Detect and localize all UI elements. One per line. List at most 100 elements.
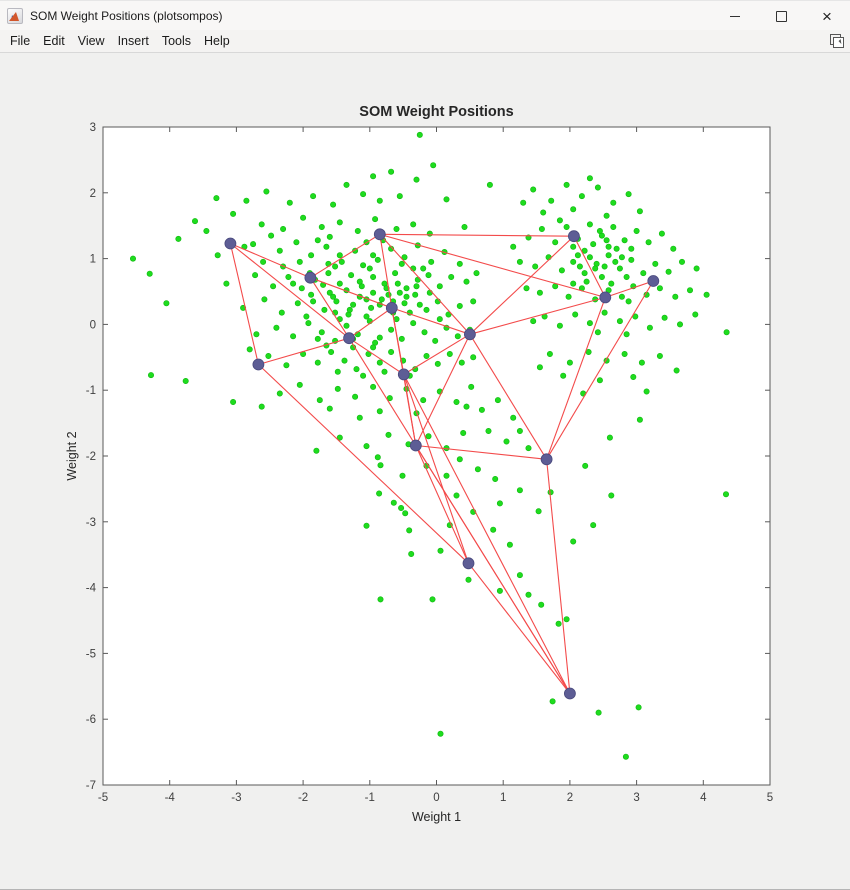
data-point xyxy=(563,181,570,188)
x-tick-label: 0 xyxy=(433,792,439,804)
close-icon: × xyxy=(822,6,832,26)
data-point xyxy=(429,596,436,603)
data-point xyxy=(606,434,613,441)
data-point xyxy=(625,191,632,198)
data-point xyxy=(408,550,415,557)
data-point xyxy=(261,296,268,303)
data-point xyxy=(621,350,628,357)
data-point xyxy=(453,398,460,405)
data-point xyxy=(403,285,410,292)
axes-box xyxy=(102,126,771,786)
matlab-logo-orange-shape xyxy=(9,12,21,21)
data-point xyxy=(586,221,593,228)
menu-edit[interactable]: Edit xyxy=(43,34,65,48)
som-neuron-marker xyxy=(224,237,237,250)
window-title: SOM Weight Positions (plotsompos) xyxy=(30,9,223,23)
dock-figure-icon[interactable] xyxy=(828,34,844,48)
data-point xyxy=(253,331,260,338)
data-point xyxy=(722,491,729,498)
data-point xyxy=(586,254,593,261)
data-point xyxy=(336,219,343,226)
data-point xyxy=(536,364,543,371)
minimize-button[interactable] xyxy=(712,1,758,31)
data-point xyxy=(693,265,700,272)
window-controls: × xyxy=(712,1,850,31)
data-point xyxy=(182,377,189,384)
data-point xyxy=(621,237,628,244)
data-point xyxy=(434,360,441,367)
data-point xyxy=(465,576,472,583)
data-point xyxy=(363,443,370,450)
data-point xyxy=(638,359,645,366)
data-point xyxy=(412,291,419,298)
data-point xyxy=(374,454,381,461)
data-point xyxy=(453,492,460,499)
data-point xyxy=(623,331,630,338)
data-point xyxy=(628,256,635,263)
data-point xyxy=(175,235,182,242)
data-point xyxy=(321,306,328,313)
data-point xyxy=(546,350,553,357)
data-point xyxy=(456,303,463,310)
data-point xyxy=(385,431,392,438)
data-point xyxy=(192,218,199,225)
data-point xyxy=(470,298,477,305)
close-button[interactable]: × xyxy=(804,1,850,31)
maximize-button[interactable] xyxy=(758,1,804,31)
y-tick-label: -3 xyxy=(86,517,96,529)
data-point xyxy=(432,337,439,344)
data-point xyxy=(616,265,623,272)
x-tick-label: -3 xyxy=(231,792,241,804)
data-point xyxy=(386,395,393,402)
data-point xyxy=(376,490,383,497)
som-connection-line xyxy=(230,242,311,279)
data-point xyxy=(658,230,665,237)
data-point xyxy=(268,232,275,239)
data-point xyxy=(428,258,435,265)
data-point xyxy=(436,316,443,323)
som-neuron-marker xyxy=(397,368,410,381)
data-point xyxy=(326,289,333,296)
data-point xyxy=(545,254,552,261)
data-point xyxy=(494,397,501,404)
data-point xyxy=(530,318,537,325)
data-point xyxy=(516,427,523,434)
data-point xyxy=(300,214,307,221)
data-point xyxy=(263,188,270,195)
menu-tools[interactable]: Tools xyxy=(161,34,192,48)
data-point xyxy=(296,381,303,388)
menu-help[interactable]: Help xyxy=(204,34,230,48)
data-point xyxy=(203,228,210,235)
data-point xyxy=(485,427,492,434)
data-point xyxy=(490,526,497,533)
y-tick-label: 0 xyxy=(90,319,96,331)
data-point xyxy=(643,388,650,395)
plot-title: SOM Weight Positions xyxy=(359,104,513,120)
som-connection-line xyxy=(310,233,381,279)
som-neurons xyxy=(224,228,660,700)
data-point xyxy=(334,368,341,375)
data-point xyxy=(388,168,395,175)
data-point xyxy=(445,311,452,318)
data-point xyxy=(425,272,432,279)
data-point xyxy=(343,322,350,329)
data-point xyxy=(581,270,588,277)
menu-file[interactable]: File xyxy=(10,34,31,48)
data-point xyxy=(283,362,290,369)
data-point xyxy=(566,359,573,366)
data-point xyxy=(586,175,593,182)
data-point xyxy=(223,280,230,287)
data-point xyxy=(492,475,499,482)
menu-insert[interactable]: Insert xyxy=(117,34,149,48)
data-point xyxy=(336,280,343,287)
menu-view[interactable]: View xyxy=(77,34,105,48)
data-point xyxy=(363,313,370,320)
som-connection-line xyxy=(415,334,471,446)
data-point xyxy=(496,587,503,594)
data-point xyxy=(454,333,461,340)
data-point xyxy=(530,186,537,193)
data-point xyxy=(582,462,589,469)
data-point xyxy=(640,270,647,277)
data-point xyxy=(338,258,345,265)
som-connection-line xyxy=(309,277,350,339)
